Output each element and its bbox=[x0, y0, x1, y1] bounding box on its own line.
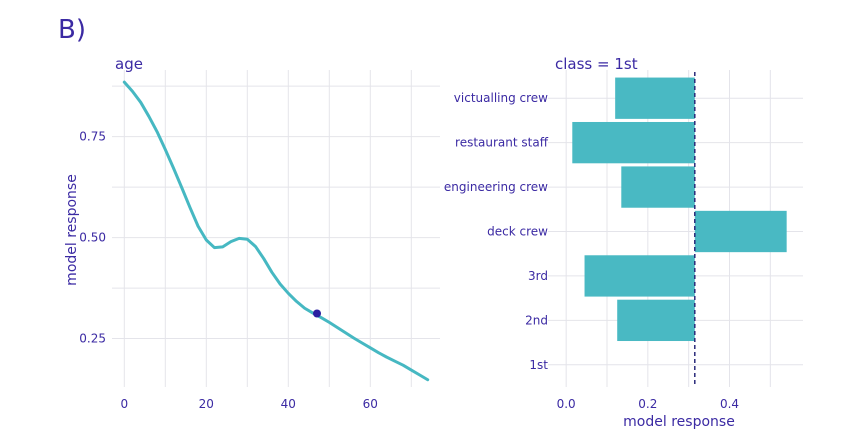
bar bbox=[621, 166, 695, 208]
observation-point bbox=[313, 309, 321, 318]
panel-label: B) bbox=[58, 15, 86, 45]
left-y-tick-labels: 0.25 0.50 0.75 bbox=[79, 130, 106, 346]
left-x-tick-label: 40 bbox=[281, 397, 296, 411]
left-y-tick-label: 0.50 bbox=[79, 231, 106, 245]
category-label: 2nd bbox=[525, 313, 548, 327]
bars bbox=[572, 77, 787, 342]
category-labels: victualling crew restaurant staff engineer… bbox=[444, 91, 549, 372]
age-profile-panel: age 0.25 0.50 0.75 0 20 40 60 model response bbox=[64, 55, 440, 411]
left-y-tick-label: 0.75 bbox=[79, 130, 106, 144]
right-x-axis-label: model response bbox=[623, 414, 735, 430]
bar bbox=[572, 121, 695, 164]
right-x-tick-label: 0.2 bbox=[638, 397, 657, 411]
left-panel-title: age bbox=[115, 55, 143, 73]
category-label: 3rd bbox=[528, 269, 548, 283]
category-label: victualling crew bbox=[454, 91, 548, 105]
bar bbox=[694, 210, 787, 253]
left-x-tick-labels: 0 20 40 60 bbox=[120, 397, 377, 411]
left-y-axis-label: model response bbox=[64, 174, 80, 286]
right-x-tick-labels: 0.0 0.2 0.4 bbox=[557, 397, 739, 411]
age-response-line bbox=[122, 80, 430, 382]
bar bbox=[617, 299, 695, 342]
category-label: restaurant staff bbox=[455, 136, 549, 150]
left-x-tick-label: 60 bbox=[363, 397, 378, 411]
left-x-tick-label: 0 bbox=[120, 397, 128, 411]
right-x-tick-label: 0.4 bbox=[720, 397, 739, 411]
category-label: deck crew bbox=[487, 225, 548, 239]
class-profile-panel: class = 1st victualling crew restaurant s… bbox=[444, 55, 803, 430]
left-gridlines bbox=[112, 70, 440, 387]
right-x-tick-label: 0.0 bbox=[557, 397, 576, 411]
category-label: engineering crew bbox=[444, 180, 548, 194]
left-x-tick-label: 20 bbox=[199, 397, 214, 411]
category-label: 1st bbox=[529, 358, 548, 372]
bar bbox=[584, 255, 695, 297]
bar bbox=[615, 77, 695, 119]
left-y-tick-label: 0.25 bbox=[79, 332, 106, 346]
right-panel-title: class = 1st bbox=[555, 55, 638, 73]
